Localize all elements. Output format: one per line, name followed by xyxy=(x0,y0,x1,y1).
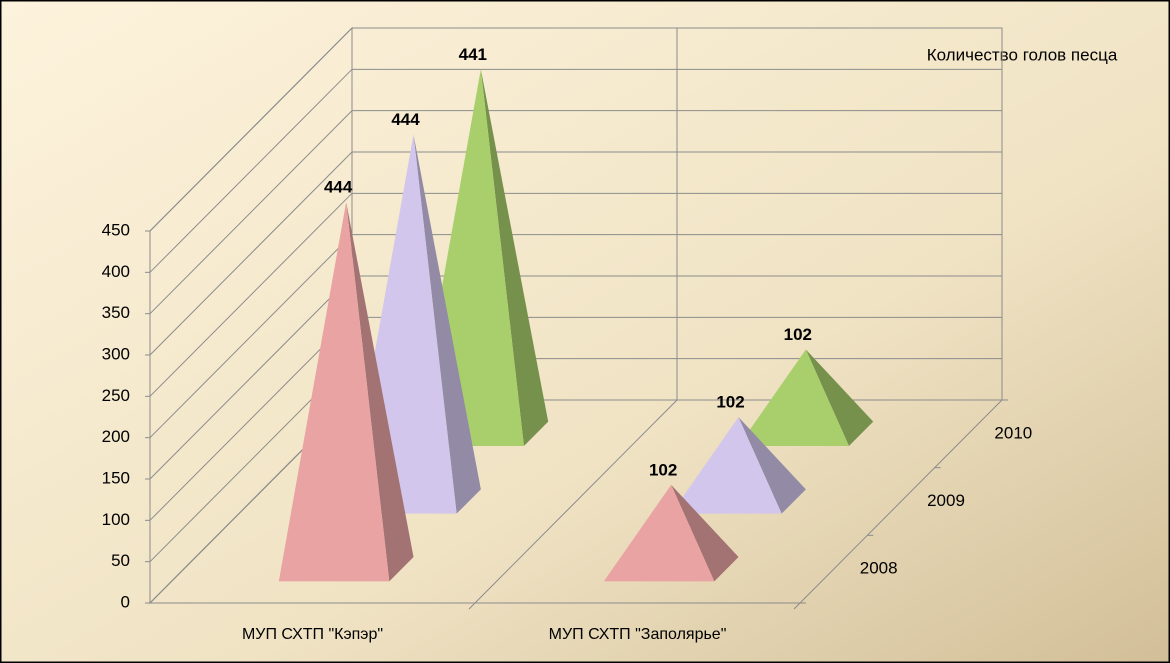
y-tick-label: 150 xyxy=(102,468,130,487)
x-tick xyxy=(793,602,801,610)
data-label: 102 xyxy=(649,460,677,479)
pyramid xyxy=(603,484,739,582)
pyramid xyxy=(671,417,806,514)
pyramid-side xyxy=(805,349,874,447)
y-tick-label: 250 xyxy=(102,386,130,405)
grid-line xyxy=(149,68,1002,273)
pyramid-front xyxy=(738,349,849,447)
pyramid xyxy=(278,202,414,582)
data-label: 102 xyxy=(784,325,812,344)
grid-line xyxy=(149,192,1002,397)
chart-title: Количество голов песца xyxy=(927,45,1118,64)
y-tick-label: 350 xyxy=(102,303,130,322)
pyramid xyxy=(738,349,874,447)
y-tick-label: 400 xyxy=(102,262,130,281)
data-label: 441 xyxy=(459,45,487,64)
pyramid-side xyxy=(480,69,549,447)
y-tick-label: 100 xyxy=(102,510,130,529)
y-tick-label: 0 xyxy=(121,592,130,611)
pyramid-front xyxy=(278,202,390,582)
y-tick-label: 300 xyxy=(102,344,130,363)
depth-label: 2010 xyxy=(994,423,1032,442)
y-tick-label: 200 xyxy=(102,427,130,446)
x-tick-label: МУП СХТП "Кэпэр" xyxy=(242,626,383,643)
pyramid-front xyxy=(603,484,715,582)
y-tick-label: 450 xyxy=(102,220,130,239)
pyramid-side xyxy=(738,417,806,514)
y-tick-label: 50 xyxy=(111,551,130,570)
x-tick xyxy=(468,602,476,610)
grid-line xyxy=(149,151,1002,356)
grid-line xyxy=(149,27,1002,232)
depth-label: 2009 xyxy=(927,491,965,510)
pyramid-front xyxy=(671,417,782,514)
x-tick-label: МУП СХТП "Заполярье" xyxy=(549,626,727,643)
data-label: 444 xyxy=(324,178,353,197)
pyramid-side xyxy=(671,484,739,582)
data-label: 102 xyxy=(716,393,744,412)
data-label: 444 xyxy=(391,110,420,129)
depth-label: 2008 xyxy=(860,559,898,578)
pyramid-side xyxy=(346,202,414,582)
grid-line xyxy=(149,110,1002,315)
pyramid-side xyxy=(413,134,481,514)
